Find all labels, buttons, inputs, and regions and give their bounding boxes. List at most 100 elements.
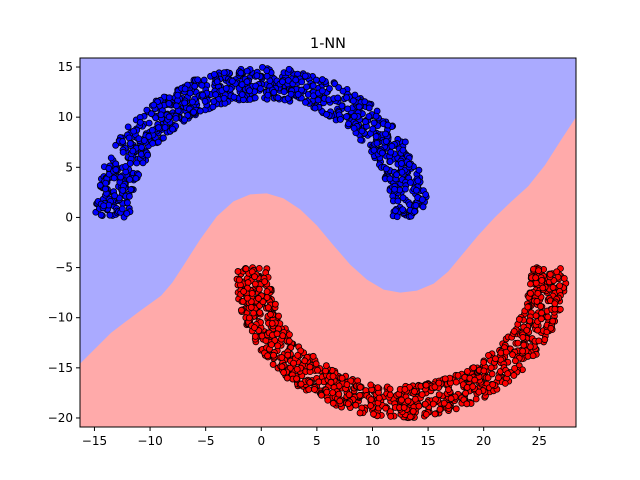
- data-point-red: [404, 397, 412, 405]
- data-point-blue: [343, 113, 350, 121]
- data-point-blue: [123, 210, 131, 217]
- data-point-red: [344, 400, 352, 408]
- x-tick-label: 25: [532, 434, 547, 448]
- data-point-red: [549, 284, 557, 291]
- data-point-red: [488, 370, 496, 378]
- data-point-blue: [160, 134, 167, 142]
- data-point-blue: [145, 119, 153, 127]
- data-point-blue: [419, 203, 427, 211]
- data-point-red: [263, 288, 271, 296]
- y-axis: −20 −15 −10 −5 0 5 10 15: [48, 60, 80, 425]
- data-point-blue: [413, 186, 420, 194]
- data-point-blue: [251, 94, 259, 102]
- data-point-blue: [369, 125, 377, 133]
- data-point-blue: [344, 105, 352, 113]
- data-point-red: [538, 276, 546, 284]
- data-point-red: [523, 326, 531, 334]
- data-point-blue: [157, 111, 165, 119]
- data-point-red: [546, 270, 554, 278]
- data-point-red: [251, 280, 259, 288]
- data-point-blue: [298, 78, 306, 86]
- data-point-red: [489, 381, 497, 389]
- data-point-blue: [387, 148, 395, 156]
- data-point-red: [374, 384, 382, 392]
- data-point-red: [268, 320, 276, 327]
- data-point-blue: [264, 91, 272, 99]
- data-point-red: [244, 279, 252, 286]
- data-point-red: [421, 400, 429, 408]
- data-point-red: [492, 355, 499, 363]
- data-point-blue: [370, 146, 378, 154]
- data-point-blue: [210, 70, 218, 78]
- data-point-blue: [388, 142, 396, 150]
- data-point-blue: [382, 137, 390, 145]
- data-point-blue: [343, 94, 350, 101]
- data-point-blue: [144, 151, 152, 159]
- data-point-red: [301, 357, 309, 365]
- data-point-blue: [358, 127, 366, 135]
- data-point-red: [284, 351, 292, 359]
- data-point-blue: [228, 77, 236, 85]
- data-point-red: [409, 407, 417, 415]
- data-point-red: [529, 352, 537, 360]
- data-point-blue: [373, 139, 381, 147]
- data-point-blue: [323, 111, 330, 118]
- data-point-red: [318, 391, 325, 399]
- data-point-blue: [412, 201, 420, 209]
- data-point-blue: [201, 97, 209, 105]
- data-point-blue: [119, 148, 127, 156]
- data-point-blue: [200, 76, 208, 84]
- data-point-red: [440, 399, 448, 407]
- data-point-red: [293, 375, 300, 383]
- class-0-region: [80, 58, 576, 364]
- data-point-red: [251, 332, 259, 340]
- data-point-blue: [355, 103, 363, 111]
- data-point-red: [504, 370, 512, 378]
- data-point-red: [472, 395, 480, 403]
- data-point-blue: [196, 107, 204, 115]
- data-point-red: [454, 372, 462, 379]
- data-point-red: [329, 399, 337, 407]
- data-point-red: [415, 402, 423, 410]
- data-point-red: [352, 401, 360, 409]
- data-point-red: [535, 337, 543, 345]
- data-point-red: [356, 383, 364, 391]
- data-point-blue: [181, 85, 189, 93]
- data-point-red: [544, 313, 552, 321]
- data-point-blue: [237, 69, 245, 77]
- data-point-red: [309, 352, 317, 360]
- data-point-red: [464, 367, 471, 375]
- data-point-red: [268, 341, 275, 349]
- data-point-blue: [263, 72, 271, 80]
- data-point-red: [271, 300, 279, 308]
- data-point-blue: [386, 158, 394, 165]
- data-point-red: [463, 400, 471, 408]
- data-point-blue: [107, 154, 115, 162]
- data-point-red: [278, 363, 286, 371]
- data-point-red: [445, 386, 452, 394]
- data-point-blue: [100, 202, 108, 210]
- data-point-blue: [154, 138, 162, 146]
- data-point-blue: [372, 133, 380, 140]
- data-point-blue: [186, 89, 194, 97]
- y-tick-label: 10: [58, 110, 73, 124]
- data-point-blue: [194, 76, 202, 84]
- data-point-red: [441, 375, 449, 383]
- data-point-red: [274, 342, 282, 350]
- data-point-blue: [212, 91, 219, 98]
- data-point-blue: [209, 103, 217, 111]
- data-point-red: [537, 302, 545, 310]
- data-point-blue: [253, 72, 261, 80]
- data-point-red: [255, 264, 263, 272]
- data-point-blue: [378, 149, 386, 157]
- data-point-blue: [407, 179, 414, 186]
- data-point-red: [235, 276, 243, 284]
- data-point-blue: [393, 213, 401, 221]
- data-point-blue: [117, 173, 124, 181]
- data-point-red: [534, 289, 542, 297]
- data-point-blue: [318, 87, 326, 95]
- data-point-red: [242, 265, 250, 273]
- data-point-red: [436, 405, 444, 413]
- data-point-blue: [165, 94, 173, 102]
- data-point-red: [538, 309, 545, 317]
